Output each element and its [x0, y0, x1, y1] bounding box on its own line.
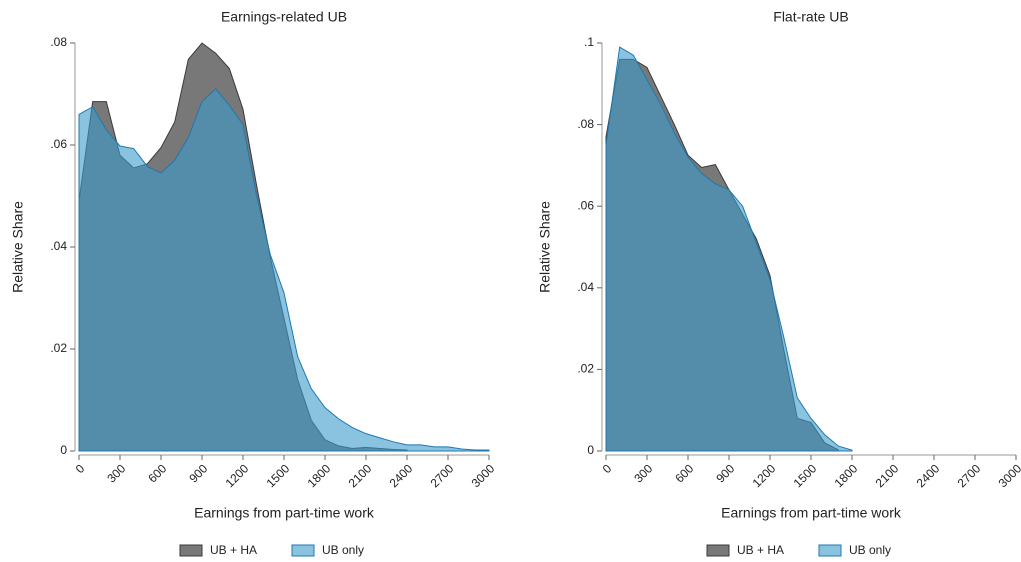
- chart-title: Flat-rate UB: [773, 9, 848, 25]
- x-tick-label: 1500: [791, 461, 820, 490]
- x-tick-label: 2700: [955, 461, 984, 490]
- x-tick-label: 3000: [469, 461, 498, 490]
- x-tick-label: 600: [145, 461, 169, 485]
- area: [605, 46, 853, 452]
- y-tick-label: 0: [587, 443, 594, 457]
- x-tick-label: 1500: [264, 461, 293, 490]
- x-tick-label: 0: [73, 461, 88, 476]
- x-tick-label: 3000: [996, 461, 1021, 490]
- y-axis-title: Relative Share: [10, 201, 26, 293]
- x-tick-label: 1200: [750, 461, 779, 490]
- x-tick-label: 300: [631, 461, 655, 485]
- chart-title: Earnings-related UB: [221, 9, 347, 25]
- x-tick-label: 2100: [873, 461, 902, 490]
- y-tick-label: .1: [584, 35, 594, 49]
- x-tick-label: 600: [672, 461, 696, 485]
- legend-swatch: [291, 544, 315, 557]
- y-tick-label: .02: [577, 362, 594, 376]
- y-tick-label: 0: [60, 443, 67, 457]
- legend-label: UB + HA: [210, 543, 257, 557]
- x-tick-label: 2100: [346, 461, 375, 490]
- legend-swatch: [179, 544, 203, 557]
- legend-swatch: [818, 544, 842, 557]
- x-tick-label: 0: [600, 461, 615, 476]
- y-axis-title: Relative Share: [537, 201, 553, 293]
- x-tick-label: 900: [713, 461, 737, 485]
- legend-label: UB + HA: [737, 543, 784, 557]
- y-tick-label: .02: [50, 341, 67, 355]
- x-tick-label: 300: [104, 461, 128, 485]
- x-tick-label: 1200: [223, 461, 252, 490]
- legend-label: UB only: [322, 543, 364, 557]
- x-axis-title: Earnings from part-time work: [194, 505, 375, 521]
- x-tick-label: 900: [186, 461, 210, 485]
- y-tick-label: .08: [50, 35, 67, 49]
- x-tick-label: 1800: [832, 461, 861, 490]
- y-tick-label: .04: [50, 239, 67, 253]
- area: [78, 88, 490, 452]
- x-axis-title: Earnings from part-time work: [721, 505, 902, 521]
- y-tick-label: .04: [577, 280, 594, 294]
- x-tick-label: 2400: [387, 461, 416, 490]
- x-tick-label: 2400: [914, 461, 943, 490]
- legend-swatch: [706, 544, 730, 557]
- x-tick-label: 2700: [428, 461, 457, 490]
- y-tick-label: .06: [50, 137, 67, 151]
- y-tick-label: .06: [577, 198, 594, 212]
- x-tick-label: 1800: [305, 461, 334, 490]
- legend-label: UB only: [849, 543, 891, 557]
- y-tick-label: .08: [577, 117, 594, 131]
